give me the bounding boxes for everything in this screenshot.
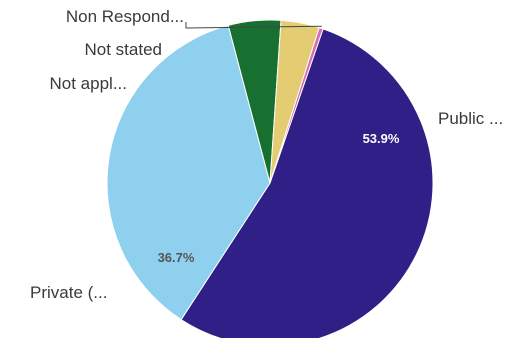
data-label-private: 36.7% <box>158 250 195 265</box>
data-label-public: 53.9% <box>363 131 400 146</box>
slice-label-public: Public ... <box>438 109 503 128</box>
slice-label-not-stated: Not stated <box>85 40 163 59</box>
labels-layer: Public ... Private (... Not appl... Not … <box>30 7 503 302</box>
pie-slice-private[interactable] <box>106 24 271 321</box>
slices-layer <box>106 19 434 343</box>
pie-slice-public[interactable] <box>180 28 434 343</box>
leader-line-non-respondent <box>185 22 322 29</box>
leader-lines-layer <box>185 22 322 29</box>
slice-label-non-respondent: Non Respond... <box>66 7 184 26</box>
slice-label-not-applicable: Not appl... <box>50 74 128 93</box>
pie-slice-non-respondent[interactable] <box>269 26 324 184</box>
slice-label-private: Private (... <box>30 283 107 302</box>
